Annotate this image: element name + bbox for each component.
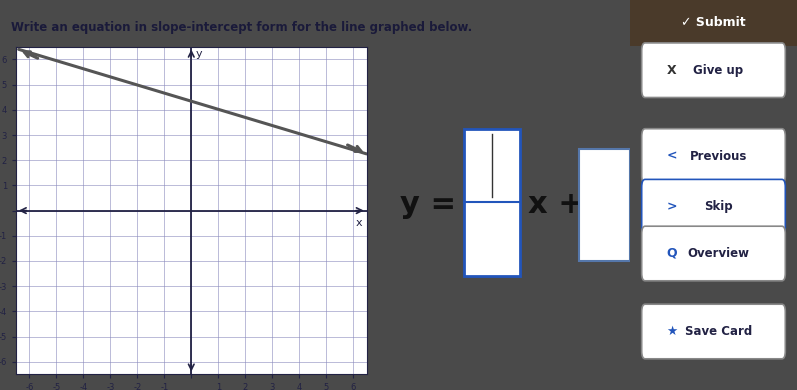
FancyBboxPatch shape <box>642 304 785 359</box>
FancyBboxPatch shape <box>642 129 785 183</box>
FancyBboxPatch shape <box>630 0 797 46</box>
Text: x: x <box>355 218 362 228</box>
Text: ★: ★ <box>666 325 677 338</box>
FancyBboxPatch shape <box>642 43 785 98</box>
Text: y =: y = <box>400 190 456 219</box>
Text: Give up: Give up <box>693 64 744 77</box>
Bar <box>579 149 630 261</box>
Text: X: X <box>667 64 677 77</box>
Text: y: y <box>196 50 202 59</box>
Text: ✓ Submit: ✓ Submit <box>681 16 746 29</box>
Text: x +: x + <box>528 190 583 219</box>
Text: <: < <box>666 149 677 163</box>
FancyBboxPatch shape <box>642 179 785 234</box>
FancyBboxPatch shape <box>642 226 785 281</box>
Text: Q: Q <box>666 247 677 260</box>
Text: Skip: Skip <box>705 200 732 213</box>
Text: Previous: Previous <box>690 149 748 163</box>
Text: Save Card: Save Card <box>685 325 752 338</box>
Bar <box>464 129 520 276</box>
Text: Write an equation in slope-intercept form for the line graphed below.: Write an equation in slope-intercept for… <box>11 21 473 34</box>
Text: >: > <box>666 200 677 213</box>
Text: Overview: Overview <box>688 247 749 260</box>
